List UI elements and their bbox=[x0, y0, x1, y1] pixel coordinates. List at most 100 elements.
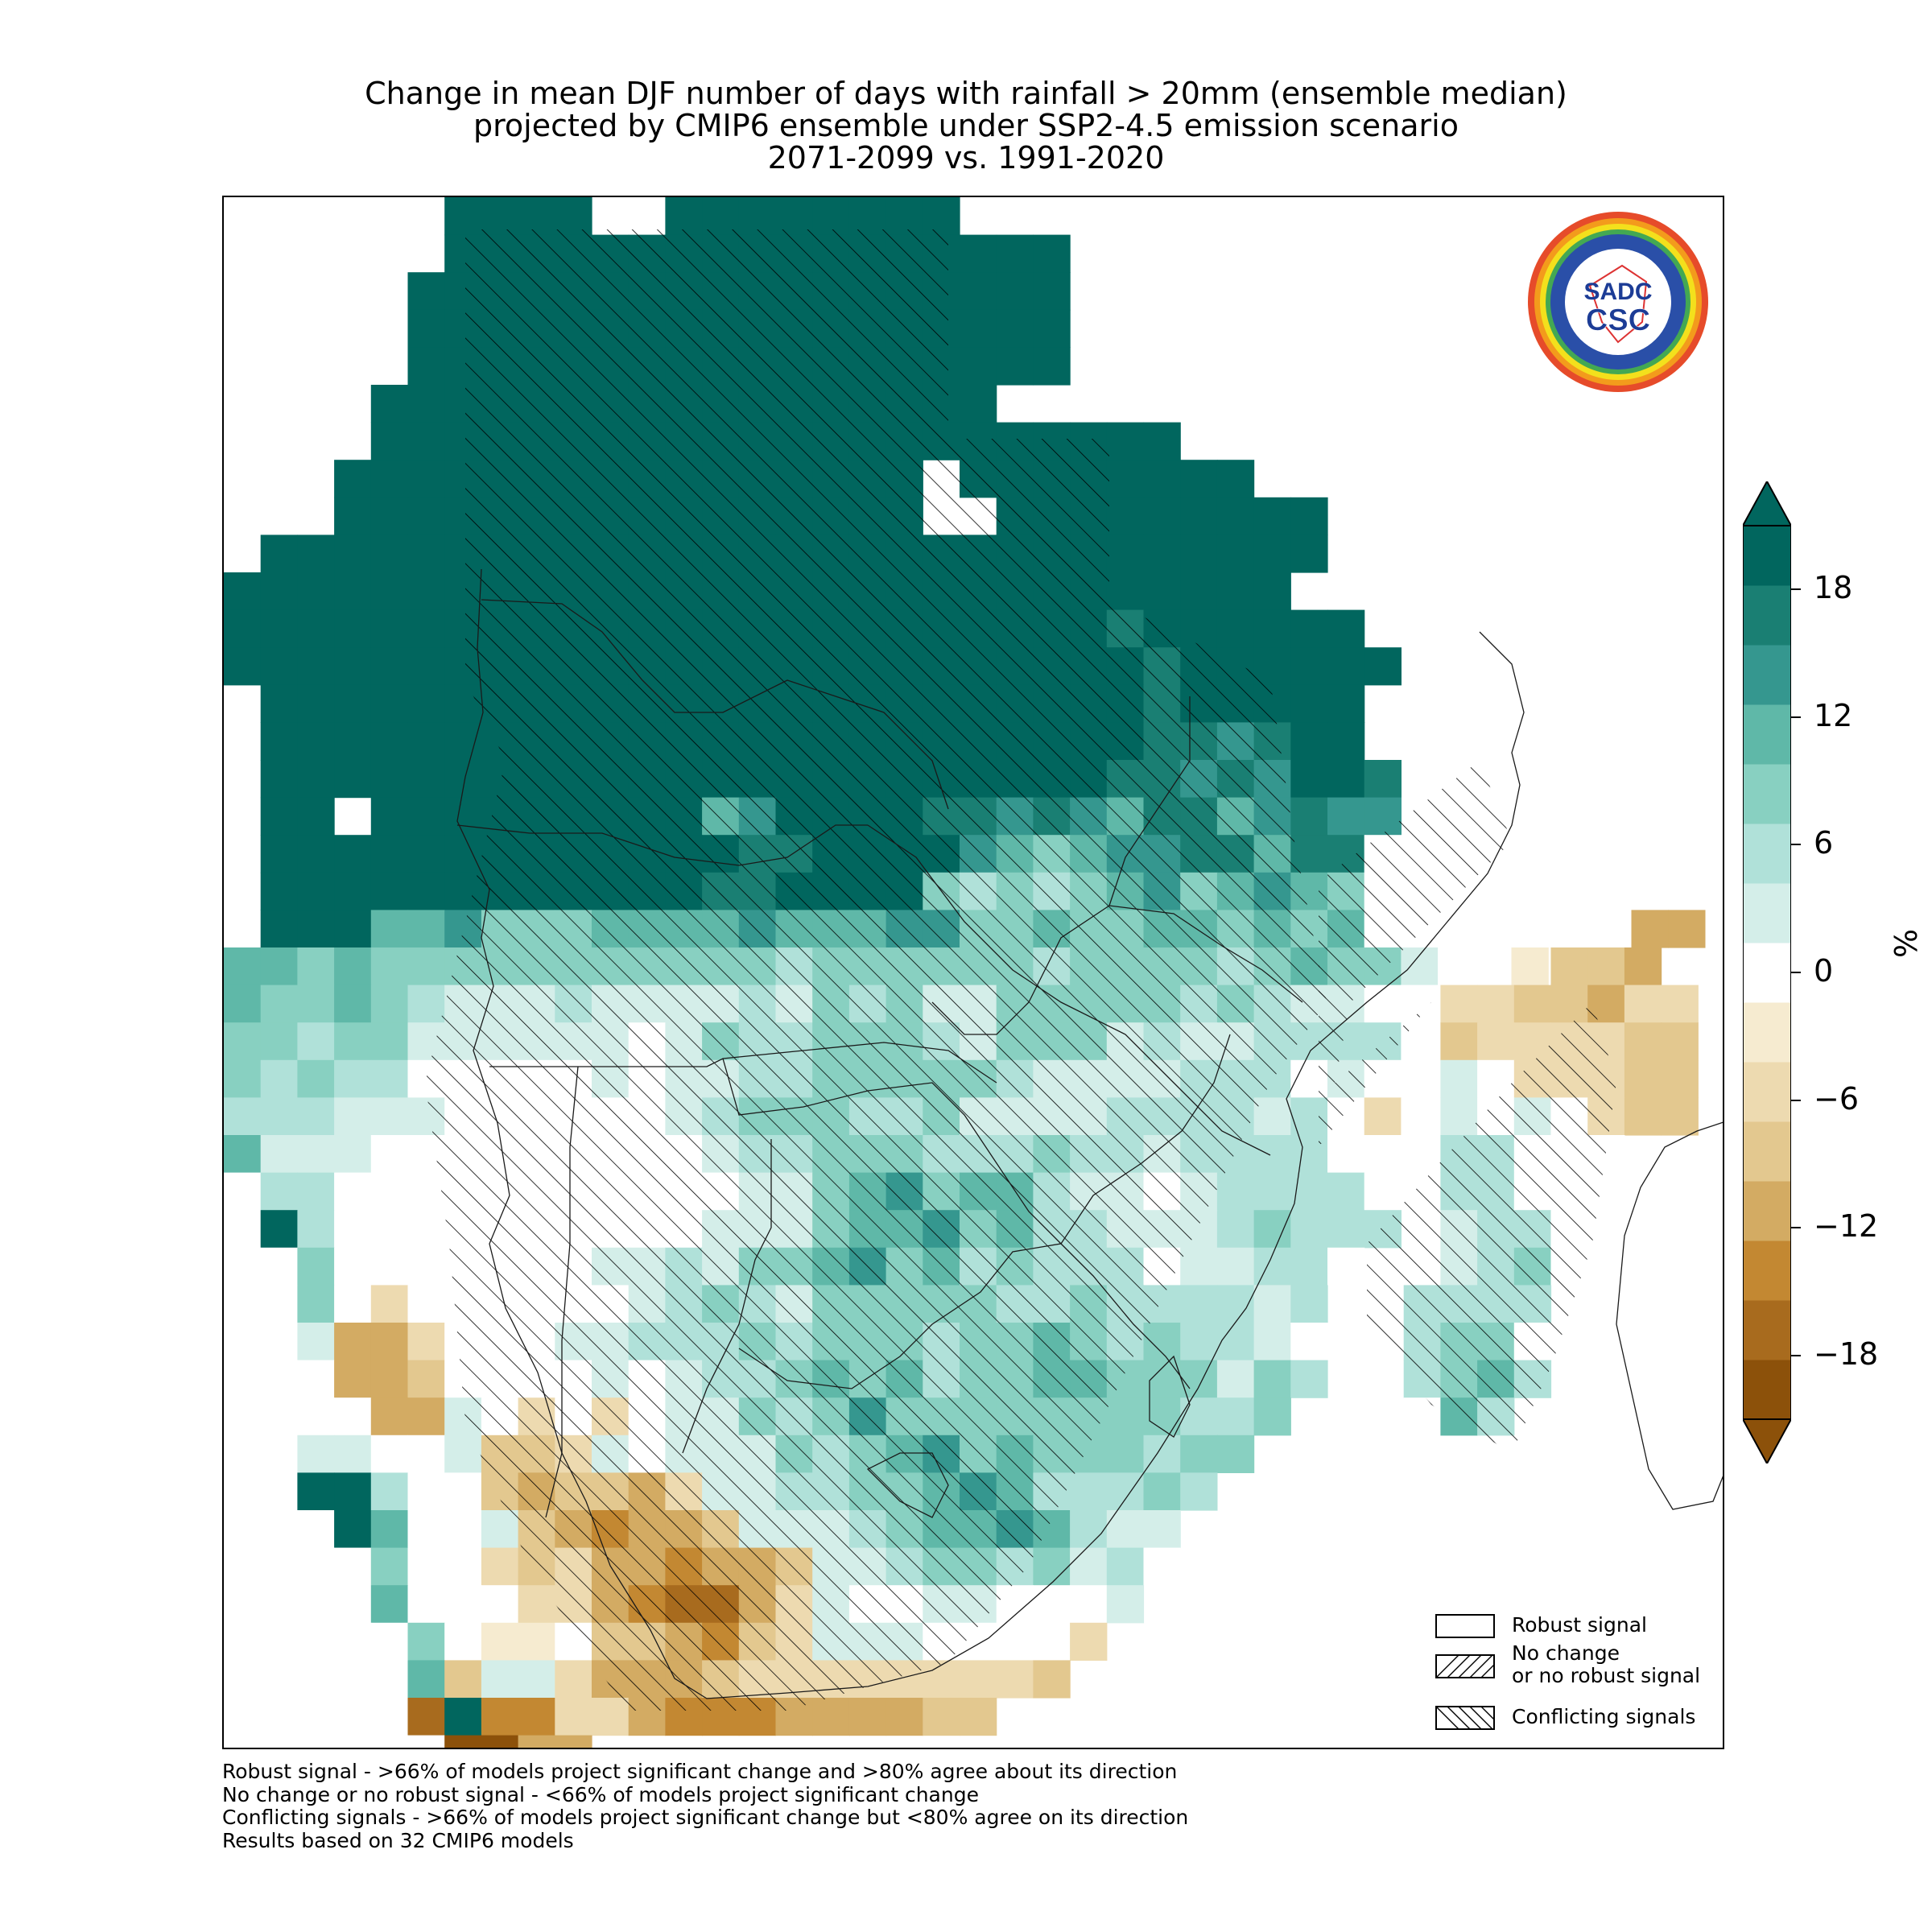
grid-cell bbox=[407, 1285, 445, 1323]
grid-cell bbox=[481, 197, 519, 236]
grid-cell bbox=[260, 985, 298, 1023]
grid-cell bbox=[334, 572, 372, 611]
grid-cell bbox=[224, 1472, 262, 1511]
grid-cell bbox=[1216, 572, 1255, 611]
grid-cell bbox=[1106, 1472, 1145, 1511]
grid-cell bbox=[370, 460, 409, 498]
colorbar-tick-label: 6 bbox=[1814, 825, 1834, 861]
border-line bbox=[1108, 696, 1191, 906]
grid-cell bbox=[555, 1660, 592, 1699]
grid-cell bbox=[334, 1172, 372, 1211]
grid-cell bbox=[1474, 947, 1513, 986]
grid-cell bbox=[960, 309, 997, 348]
grid-cell bbox=[370, 1285, 409, 1323]
grid-cell bbox=[444, 835, 482, 873]
grid-cell bbox=[370, 722, 409, 761]
grid-cell bbox=[1033, 1622, 1071, 1661]
grid-cell bbox=[370, 797, 409, 836]
grid-cell bbox=[224, 1622, 262, 1661]
colorbar-tick-label: 0 bbox=[1814, 953, 1834, 989]
grid-cell bbox=[1216, 460, 1255, 498]
grid-cell bbox=[260, 609, 298, 648]
grid-cell bbox=[370, 535, 409, 573]
grid-cell bbox=[407, 947, 445, 986]
grid-cell bbox=[407, 1210, 445, 1249]
grid-cell bbox=[1440, 1022, 1478, 1061]
border-line bbox=[738, 1243, 1191, 1389]
grid-cell bbox=[1438, 947, 1476, 986]
grid-cell bbox=[334, 1360, 372, 1398]
grid-cell bbox=[260, 1510, 298, 1549]
grid-cell bbox=[444, 797, 482, 836]
grid-cell bbox=[407, 1735, 445, 1748]
grid-cell bbox=[1033, 1660, 1071, 1699]
grid-cell bbox=[1143, 497, 1181, 535]
grid-cell bbox=[370, 1735, 409, 1748]
grid-cell bbox=[370, 1059, 409, 1098]
grid-cell bbox=[334, 1097, 372, 1136]
grid-cell bbox=[1587, 947, 1625, 986]
grid-cell bbox=[334, 460, 372, 498]
grid-cell bbox=[1290, 1210, 1328, 1249]
grid-cell bbox=[1290, 722, 1328, 761]
grid-cell bbox=[224, 1022, 262, 1061]
grid-cell bbox=[407, 1585, 445, 1624]
grid-cell bbox=[1327, 797, 1365, 836]
grid-cell bbox=[224, 1172, 262, 1211]
colorbar-band bbox=[1743, 645, 1791, 705]
grid-cell bbox=[1661, 1097, 1699, 1136]
grid-cell bbox=[370, 1472, 409, 1511]
grid-cell bbox=[1143, 422, 1181, 460]
grid-cell bbox=[1106, 535, 1145, 573]
grid-cell bbox=[370, 1097, 409, 1136]
grid-cell bbox=[334, 1698, 372, 1736]
grid-cell bbox=[555, 1735, 592, 1748]
grid-cell bbox=[260, 797, 298, 836]
grid-cell bbox=[224, 1585, 262, 1624]
grid-cell bbox=[1290, 1323, 1328, 1361]
grid-cell bbox=[1143, 572, 1181, 611]
grid-cell bbox=[370, 385, 409, 423]
grid-cell bbox=[297, 1135, 335, 1174]
grid-cell bbox=[334, 1210, 372, 1249]
grid-cell bbox=[923, 197, 960, 236]
grid-cell bbox=[1070, 1585, 1108, 1624]
legend-label-nochange-1: No change bbox=[1512, 1641, 1620, 1665]
footer-line-4: Results based on 32 CMIP6 models bbox=[222, 1828, 574, 1852]
grid-cell bbox=[370, 1660, 409, 1699]
grid-cell bbox=[518, 197, 555, 236]
grid-cell bbox=[260, 1660, 298, 1699]
border-line bbox=[867, 824, 1271, 1156]
grid-cell bbox=[297, 722, 335, 761]
grid-cell bbox=[370, 1323, 409, 1361]
grid-cell bbox=[848, 1698, 887, 1736]
grid-cell bbox=[224, 1435, 262, 1473]
grid-cell bbox=[370, 1547, 409, 1586]
hatch-region bbox=[1367, 1002, 1616, 1453]
colorbar-band bbox=[1743, 1002, 1791, 1063]
grid-cell bbox=[297, 1698, 335, 1736]
grid-cell bbox=[996, 272, 1034, 311]
grid-cell bbox=[1216, 1435, 1255, 1473]
grid-cell bbox=[1253, 1360, 1291, 1398]
grid-cell bbox=[1440, 1059, 1478, 1098]
grid-cell bbox=[1106, 1510, 1145, 1549]
grid-cell bbox=[960, 347, 997, 386]
grid-cell bbox=[1661, 985, 1699, 1023]
grid-cell bbox=[481, 1585, 519, 1624]
grid-cell bbox=[1327, 609, 1365, 648]
grid-cell bbox=[1180, 572, 1218, 611]
grid-cell bbox=[224, 1059, 262, 1098]
footer-line-2: No change or no robust signal - <66% of … bbox=[222, 1782, 979, 1806]
grid-cell bbox=[444, 1660, 482, 1699]
grid-cell bbox=[334, 1247, 372, 1286]
grid-cell bbox=[297, 910, 335, 948]
grid-cell bbox=[297, 1059, 335, 1098]
grid-cell bbox=[1290, 1360, 1328, 1398]
grid-cell bbox=[775, 197, 813, 236]
grid-cell bbox=[370, 1172, 409, 1211]
grid-cell bbox=[370, 835, 409, 873]
title-line-2: projected by CMIP6 ensemble under SSP2-4… bbox=[473, 108, 1459, 143]
grid-cell bbox=[297, 1510, 335, 1549]
grid-cell bbox=[260, 1135, 298, 1174]
